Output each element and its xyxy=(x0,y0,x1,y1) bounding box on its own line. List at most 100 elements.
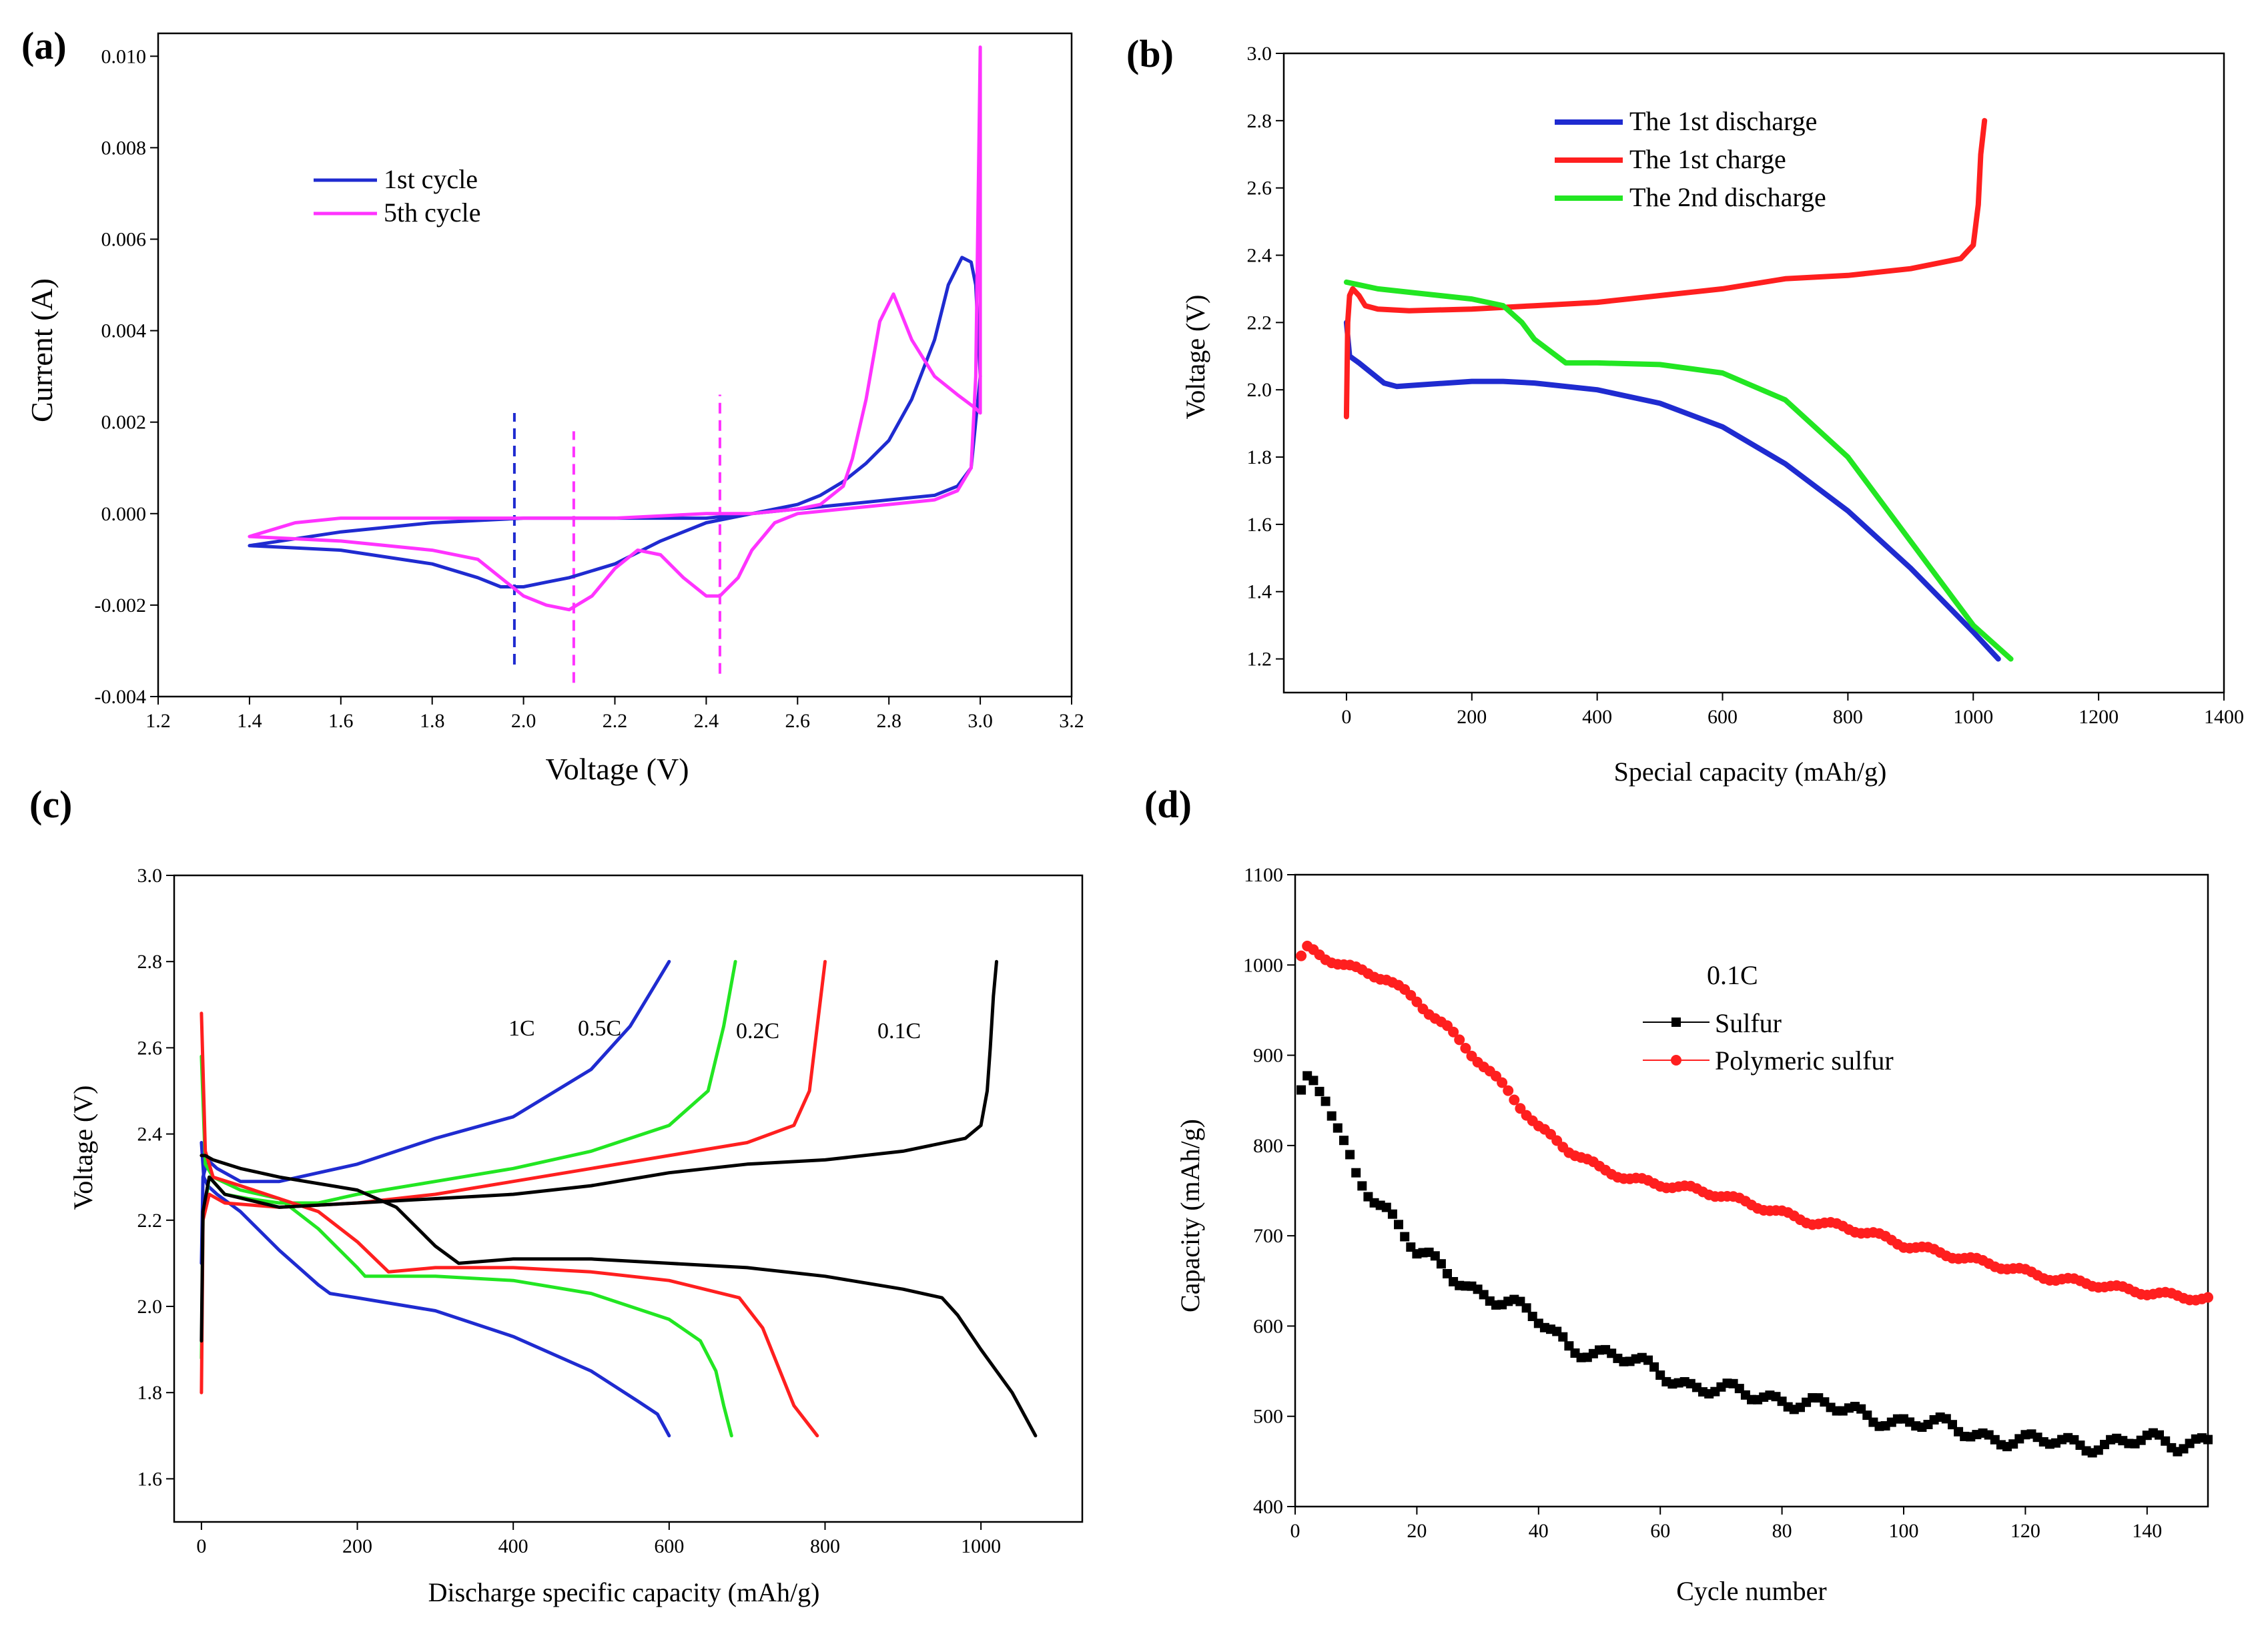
panel-d-sulfur-point xyxy=(1339,1136,1349,1146)
panel-c-y-tick-label: 2.6 xyxy=(137,1037,163,1059)
panel-b-legend-1st-charge: The 1st charge xyxy=(1629,144,1786,174)
panel-a-x-tick-label: 3.2 xyxy=(1059,710,1084,732)
panel-a-x-tick-label: 3.0 xyxy=(968,710,993,732)
panel-d-x-tick-label: 40 xyxy=(1529,1520,1549,1542)
panel-d-sulfur-point xyxy=(1564,1341,1574,1351)
panel-b-y-tick-label: 3.0 xyxy=(1247,43,1272,65)
panel-c-series-0-5c-charge xyxy=(200,959,737,1360)
panel-b-label: (b) xyxy=(1126,32,1174,75)
panel-b-y-tick-label: 2.2 xyxy=(1247,312,1272,334)
panel-d-y-tick-label: 400 xyxy=(1253,1496,1283,1518)
panel-c-label: (c) xyxy=(29,783,72,826)
panel-b-xlabel: Special capacity (mAh/g) xyxy=(1614,757,1887,787)
panel-d-x-tick-label: 120 xyxy=(2010,1520,2040,1542)
panel-a-x-tick-label: 2.8 xyxy=(876,710,901,732)
panel-d: (d) Cycle number Capacity (mAh/g) 0.1C S… xyxy=(1144,783,2213,1606)
panel-b-y-tick-label: 1.6 xyxy=(1247,514,1272,536)
panel-b-x-tick-label: 1200 xyxy=(2078,706,2119,728)
panel-c-ylabel: Voltage (V) xyxy=(68,1086,98,1210)
panel-d-polymeric-sulfur-point xyxy=(1515,1103,1526,1114)
panel-c-series-0-5c-discharge xyxy=(200,1054,733,1438)
panel-a-x-tick-label: 2.6 xyxy=(785,710,811,732)
panel-d-polymeric-sulfur-point xyxy=(2203,1292,2213,1303)
panel-d-sulfur-point xyxy=(1649,1362,1659,1372)
panel-d-y-tick-label: 600 xyxy=(1253,1315,1283,1337)
panel-d-sulfur-point xyxy=(1521,1303,1531,1313)
panel-d-xlabel: Cycle number xyxy=(1676,1576,1827,1606)
panel-d-polymeric-sulfur-point xyxy=(1448,1026,1459,1038)
panel-b-ylabel: Voltage (V) xyxy=(1180,295,1210,420)
panel-d-polymeric-sulfur-point xyxy=(1509,1094,1520,1106)
panel-d-sulfur-point xyxy=(1400,1232,1410,1242)
panel-b-x-tick-label: 1400 xyxy=(2204,706,2244,728)
panel-a-y-tick-label: 0.006 xyxy=(101,228,147,250)
panel-c-y-tick-label: 1.8 xyxy=(137,1382,163,1404)
panel-b-x-tick-label: 600 xyxy=(1708,706,1738,728)
panel-a-series-5th-cycle xyxy=(248,45,982,612)
panel-d-polymeric-sulfur-point xyxy=(1411,996,1423,1007)
panel-a-y-tick-label: -0.004 xyxy=(95,686,147,708)
panel-a-ylabel: Current (A) xyxy=(25,278,59,422)
panel-b-x-tick-label: 0 xyxy=(1341,706,1351,728)
panel-d-y-tick-label: 800 xyxy=(1253,1135,1283,1157)
panel-d-polymeric-sulfur-point xyxy=(1296,950,1307,961)
annotation-0-1c: 0.1C xyxy=(877,1019,921,1044)
panel-a-y-tick-label: 0.008 xyxy=(101,137,147,159)
annotation-0-2c: 0.2C xyxy=(736,1019,779,1044)
panel-d-x-tick-label: 80 xyxy=(1772,1520,1792,1542)
panel-c-x-tick-label: 200 xyxy=(342,1535,372,1557)
panel-d-polymeric-sulfur-point xyxy=(1460,1043,1471,1054)
panel-d-legend-polymeric-sulfur: Polymeric sulfur xyxy=(1715,1046,1894,1076)
panel-c-y-tick-label: 2.4 xyxy=(137,1124,163,1146)
panel-a-legend-1st: 1st cycle xyxy=(384,164,478,194)
panel-d-ylabel: Capacity (mAh/g) xyxy=(1175,1119,1205,1312)
panel-a: (a) Voltage (V) Current (A) 1st cycle 5t… xyxy=(21,24,1084,786)
panel-d-polymeric-sulfur-point xyxy=(1503,1085,1514,1096)
panel-b-x-tick-label: 200 xyxy=(1457,706,1487,728)
panel-d-y-tick-label: 500 xyxy=(1253,1406,1283,1428)
panel-c-y-tick-label: 2.8 xyxy=(137,951,163,973)
panel-c-plot-frame xyxy=(173,874,1084,1523)
panel-a-legend-5th: 5th cycle xyxy=(384,197,481,228)
panel-b-x-tick-label: 1000 xyxy=(1953,706,1993,728)
panel-a-x-tick-label: 2.0 xyxy=(511,710,536,732)
panel-c-series-1c-charge xyxy=(200,959,671,1265)
panel-a-x-tick-label: 1.4 xyxy=(237,710,262,732)
panel-c-y-tick-label: 2.0 xyxy=(137,1296,163,1318)
panel-a-label: (a) xyxy=(21,24,67,67)
panel-c-series-0-2c-discharge xyxy=(200,1011,819,1438)
panel-d-x-tick-label: 0 xyxy=(1290,1520,1300,1542)
panel-d-sulfur-point xyxy=(1314,1086,1325,1096)
panel-c-x-tick-label: 400 xyxy=(498,1535,528,1557)
panel-d-sulfur-point xyxy=(1430,1251,1440,1261)
panel-b-legend-1st-discharge: The 1st discharge xyxy=(1629,106,1817,136)
panel-d-polymeric-sulfur-point xyxy=(1497,1077,1508,1088)
panel-c-series-0-2c-charge xyxy=(200,959,827,1394)
panel-b-y-tick-label: 2.8 xyxy=(1247,110,1272,132)
panel-d-sulfur-point xyxy=(1357,1181,1367,1191)
panel-d-sulfur-point xyxy=(1387,1209,1397,1219)
panel-b-series-the-1st-charge xyxy=(1343,117,1988,420)
panel-c: (c) Discharge specific capacity (mAh/g) … xyxy=(29,783,1084,1607)
panel-b: (b) Special capacity (mAh/g) Voltage (V)… xyxy=(1126,32,2244,787)
panel-d-sulfur-point xyxy=(1320,1096,1331,1106)
panel-d-sulfur-point xyxy=(1327,1111,1337,1121)
panel-c-series-0-1c-discharge xyxy=(200,1154,1038,1438)
panel-a-y-tick-label: 0.002 xyxy=(101,412,147,434)
panel-a-x-tick-label: 1.6 xyxy=(328,710,354,732)
panel-b-y-tick-label: 1.8 xyxy=(1247,446,1272,468)
panel-a-plot-frame xyxy=(157,32,1073,698)
panel-d-legend-sulfur: Sulfur xyxy=(1715,1008,1782,1038)
panel-c-y-tick-label: 1.6 xyxy=(137,1468,163,1490)
panel-a-series-1st-cycle xyxy=(248,256,982,588)
panel-a-x-tick-label: 1.2 xyxy=(145,710,171,732)
panel-a-xlabel: Voltage (V) xyxy=(545,752,689,786)
panel-a-y-tick-label: 0.010 xyxy=(101,45,147,67)
panel-c-y-tick-label: 3.0 xyxy=(137,865,163,887)
panel-d-sulfur-point xyxy=(1333,1123,1343,1133)
panel-b-plot-frame xyxy=(1282,52,2225,694)
panel-d-x-tick-label: 140 xyxy=(2132,1520,2162,1542)
panel-b-series-the-2nd-discharge xyxy=(1343,279,2014,662)
panel-d-sulfur-point xyxy=(1558,1332,1568,1342)
